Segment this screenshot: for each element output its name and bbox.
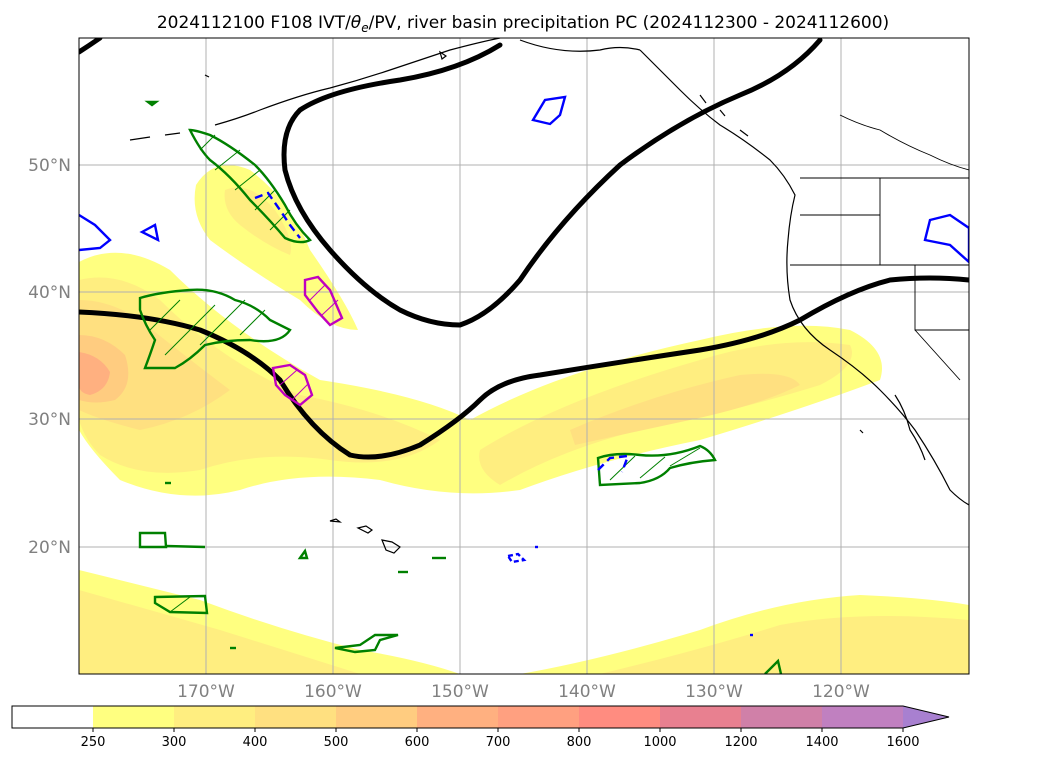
figure-title: 2024112100 F108 IVT/θe/PV, river basin p…: [157, 13, 889, 35]
ivt-branch-300: [224, 187, 291, 255]
colorbar-tick-label: 400: [243, 735, 268, 750]
gridlines: [79, 38, 969, 674]
map-frame: [78, 37, 970, 675]
ivt-south-300: [79, 590, 360, 674]
ivt-plume-600: [79, 352, 110, 395]
magenta-contours: [271, 275, 344, 407]
colorbar: 250 300 400 500 600 700 800 1000 1200 1400 1600: [11, 705, 950, 750]
colorbar-tick-label: 500: [324, 735, 349, 750]
lon-label-160w: 160°W: [304, 682, 362, 702]
pv-contour-corner: [79, 38, 103, 55]
lon-label-140w: 140°W: [558, 682, 616, 702]
pv-contours: [79, 38, 969, 460]
colorbar-extend-arrow: [903, 706, 949, 728]
colorbar-tick-label: 1600: [886, 735, 919, 750]
colorbar-segment: [741, 706, 823, 728]
pv-contour-north: [281, 38, 823, 328]
colorbar-tick-label: 250: [81, 735, 106, 750]
colorbar-outline: [11, 705, 950, 729]
ivt-southeast-300: [600, 616, 969, 674]
coastlines: [129, 38, 969, 554]
lat-label-20n: 20°N: [28, 538, 71, 558]
lat-label-40n: 40°N: [28, 283, 71, 303]
state-borders: [790, 114, 969, 381]
magenta-hatch: [279, 284, 339, 401]
colorbar-tick-label: 600: [405, 735, 430, 750]
green-contours: [138, 100, 783, 674]
lon-label-120w: 120°W: [812, 682, 870, 702]
colorbar-segment: [822, 706, 904, 728]
colorbar-segment: [498, 706, 580, 728]
colorbar-segments: [12, 706, 904, 728]
latitude-labels: 50°N 40°N 30°N 20°N: [28, 156, 71, 558]
map-panel: [78, 37, 970, 675]
colorbar-segment: [417, 706, 499, 728]
colorbar-tick-label: 700: [486, 735, 511, 750]
blue-contours: [79, 95, 969, 637]
longitude-labels: 170°W 160°W 150°W 140°W 130°W 120°W: [177, 682, 870, 702]
colorbar-segment: [93, 706, 175, 728]
colorbar-tick-label: 1000: [643, 735, 676, 750]
green-hatch: [149, 134, 701, 613]
colorbar-tick-label: 300: [162, 735, 187, 750]
colorbar-segment: [174, 706, 256, 728]
colorbar-segment: [579, 706, 661, 728]
colorbar-segment: [12, 706, 94, 728]
lon-label-170w: 170°W: [177, 682, 235, 702]
pv-contour-south: [79, 275, 969, 460]
ivt-plume-400b: [570, 373, 800, 445]
lon-label-130w: 130°W: [685, 682, 743, 702]
colorbar-ticks: 250 300 400 500 600 700 800 1000 1200 1400 1600: [81, 728, 920, 750]
lat-label-30n: 30°N: [28, 410, 71, 430]
colorbar-segment: [255, 706, 337, 728]
colorbar-tick-label: 800: [567, 735, 592, 750]
colorbar-segment: [660, 706, 742, 728]
colorbar-tick-label: 1400: [805, 735, 838, 750]
colorbar-segment: [336, 706, 418, 728]
lat-label-50n: 50°N: [28, 156, 71, 176]
colorbar-tick-label: 1200: [724, 735, 757, 750]
lon-label-150w: 150°W: [431, 682, 489, 702]
ivt-plume-300: [79, 277, 440, 473]
